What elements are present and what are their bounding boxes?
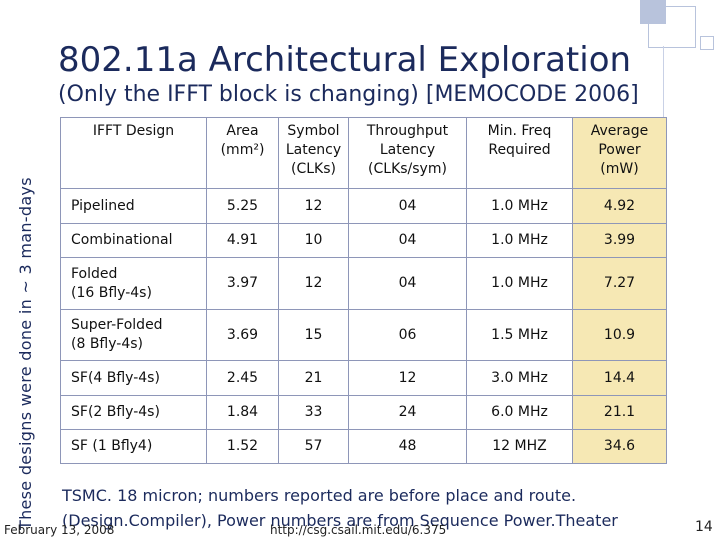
cell-design: Folded (16 Bfly-4s): [60, 257, 207, 310]
cell-symbol-latency: 21: [278, 360, 349, 396]
cell-symbol-latency: 57: [278, 429, 349, 464]
table-row: SF(2 Bfly-4s) 1.84 33 24 6.0 MHz 21.1: [60, 395, 667, 430]
cell-area: 3.97: [206, 257, 279, 310]
cell-avg-power: 10.9: [572, 309, 667, 361]
cell-avg-power: 14.4: [572, 360, 667, 396]
cell-min-freq: 1.0 MHz: [466, 223, 573, 258]
cell-min-freq: 6.0 MHz: [466, 395, 573, 430]
cell-throughput: 04: [348, 188, 467, 224]
decor-vertical-line: [663, 46, 664, 118]
header-design: IFFT Design: [60, 117, 207, 189]
cell-design: Super-Folded (8 Bfly-4s): [60, 309, 207, 361]
cell-throughput: 04: [348, 223, 467, 258]
cell-area: 1.52: [206, 429, 279, 464]
footer-note-line-2: (Design.Compiler), Power numbers are fro…: [62, 511, 618, 530]
cell-avg-power: 34.6: [572, 429, 667, 464]
cell-min-freq: 1.5 MHz: [466, 309, 573, 361]
cell-min-freq: 1.0 MHz: [466, 257, 573, 310]
slide-title: 802.11a Architectural Exploration: [58, 40, 632, 80]
table-row: Pipelined 5.25 12 04 1.0 MHz 4.92: [60, 188, 667, 224]
table-row: Combinational 4.91 10 04 1.0 MHz 3.99: [60, 223, 667, 258]
cell-min-freq: 1.0 MHz: [466, 188, 573, 224]
slide-url: http://csg.csail.mit.edu/6.375: [270, 523, 447, 537]
slide-date: February 13, 2008: [4, 523, 115, 537]
cell-symbol-latency: 33: [278, 395, 349, 430]
cell-avg-power: 21.1: [572, 395, 667, 430]
cell-throughput: 24: [348, 395, 467, 430]
cell-symbol-latency: 15: [278, 309, 349, 361]
cell-avg-power: 3.99: [572, 223, 667, 258]
footer-note: TSMC. 18 micron; numbers reported are be…: [62, 483, 618, 533]
table-row: Super-Folded (8 Bfly-4s) 3.69 15 06 1.5 MHz 10…: [60, 309, 667, 361]
cell-min-freq: 12 MHZ: [466, 429, 573, 464]
cell-design: SF(4 Bfly-4s): [60, 360, 207, 396]
cell-area: 2.45: [206, 360, 279, 396]
cell-design: Combinational: [60, 223, 207, 258]
cell-symbol-latency: 12: [278, 257, 349, 310]
table-row: SF(4 Bfly-4s) 2.45 21 12 3.0 MHz 14.4: [60, 360, 667, 396]
decor-box-filled: [640, 0, 666, 24]
header-area: Area (mm²): [206, 117, 279, 189]
cell-area: 5.25: [206, 188, 279, 224]
header-throughput: Throughput Latency (CLKs/sym): [348, 117, 467, 189]
cell-avg-power: 7.27: [572, 257, 667, 310]
table-row: Folded (16 Bfly-4s) 3.97 12 04 1.0 MHz 7.27: [60, 257, 667, 310]
side-note: These designs were done in ~ 3 man-days: [16, 177, 35, 530]
cell-area: 1.84: [206, 395, 279, 430]
cell-area: 4.91: [206, 223, 279, 258]
cell-min-freq: 3.0 MHz: [466, 360, 573, 396]
cell-avg-power: 4.92: [572, 188, 667, 224]
cell-symbol-latency: 10: [278, 223, 349, 258]
cell-area: 3.69: [206, 309, 279, 361]
cell-throughput: 48: [348, 429, 467, 464]
slide-subtitle: (Only the IFFT block is changing) [MEMOC…: [58, 82, 639, 107]
header-symbol-latency: Symbol Latency (CLKs): [278, 117, 349, 189]
cell-design: SF (1 Bfly4): [60, 429, 207, 464]
footer-note-line-1: TSMC. 18 micron; numbers reported are be…: [62, 486, 577, 505]
cell-throughput: 06: [348, 309, 467, 361]
cell-throughput: 12: [348, 360, 467, 396]
cell-design: Pipelined: [60, 188, 207, 224]
cell-symbol-latency: 12: [278, 188, 349, 224]
header-min-freq: Min. Freq Required: [466, 117, 573, 189]
cell-design: SF(2 Bfly-4s): [60, 395, 207, 430]
results-table: IFFT Design Area (mm²) Symbol Latency (CLKs…: [60, 117, 667, 464]
table-header-row: IFFT Design Area (mm²) Symbol Latency (CLKs…: [60, 117, 667, 189]
header-avg-power: Average Power (mW): [572, 117, 667, 189]
table-row: SF (1 Bfly4) 1.52 57 48 12 MHZ 34.6: [60, 429, 667, 464]
page-number: 14: [695, 519, 713, 535]
cell-throughput: 04: [348, 257, 467, 310]
decor-box-small: [700, 36, 714, 50]
